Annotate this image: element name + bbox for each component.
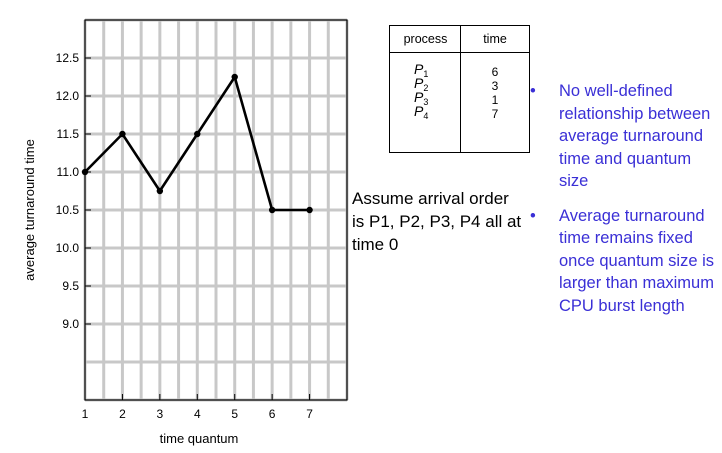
y-tick-label: 10.0 <box>56 241 80 255</box>
table-row-process: P3 <box>414 89 429 107</box>
y-tick-label: 9.5 <box>62 279 79 293</box>
x-tick-label: 7 <box>306 407 313 421</box>
observation-bullets: • No well-defined relationship between a… <box>530 80 720 329</box>
bullet-icon: • <box>530 82 536 100</box>
bullet-item: • Average turnaround time remains fixed … <box>530 205 720 318</box>
process-column-header: process <box>403 32 448 46</box>
arrival-order-note: Assume arrival order is P1, P2, P3, P4 a… <box>352 189 522 254</box>
x-tick-label: 6 <box>269 407 276 421</box>
data-point <box>268 206 276 214</box>
data-point <box>306 206 313 214</box>
process-name-column: P1 P2 P3 P4 <box>414 61 429 121</box>
x-tick-label: 1 <box>82 407 89 421</box>
table-row-process: P2 <box>414 75 429 93</box>
y-axis-ticks: 9.0 9.5 10.0 10.5 11.0 11.5 12.0 12.5 <box>56 51 91 331</box>
y-tick-label: 11.5 <box>57 127 80 141</box>
process-table-header: process time <box>390 26 529 53</box>
time-column-header: time <box>483 32 507 46</box>
x-tick-label: 5 <box>231 407 238 421</box>
data-point <box>194 130 201 138</box>
x-axis-label: time quantum <box>160 431 239 446</box>
x-tick-label: 3 <box>157 407 164 421</box>
series-layer <box>81 73 313 214</box>
data-point <box>81 168 89 176</box>
process-table: process time P1 P2 P3 P4 6 3 1 7 <box>389 25 530 153</box>
data-point <box>231 73 238 81</box>
y-tick-label: 11.0 <box>57 165 80 179</box>
table-row-time: 1 <box>491 93 499 107</box>
x-tick-label: 4 <box>194 407 201 421</box>
table-row-process: P1 <box>414 61 429 79</box>
bullet-item: • No well-defined relationship between a… <box>530 80 720 193</box>
y-tick-label: 12.0 <box>56 89 80 103</box>
table-column-divider <box>460 26 461 152</box>
bullet-icon: • <box>530 206 536 225</box>
y-tick-label: 10.5 <box>56 203 80 217</box>
x-axis-ticks: 1 2 3 4 5 6 7 <box>82 394 313 421</box>
data-point <box>119 130 126 138</box>
table-row-time: 3 <box>491 79 499 93</box>
y-axis-label: average turnaround time <box>22 139 37 281</box>
bullet-text: No well-defined relationship between ave… <box>559 82 711 190</box>
x-tick-label: 2 <box>119 407 126 421</box>
table-row-time: 6 <box>491 65 499 79</box>
bullet-text: Average turnaround time remains fixed on… <box>559 206 715 315</box>
y-tick-label: 9.0 <box>62 317 79 331</box>
burst-time-column: 6 3 1 7 <box>466 65 524 121</box>
data-point <box>156 187 164 195</box>
table-row-process: P4 <box>414 103 429 121</box>
table-row-time: 7 <box>491 107 499 121</box>
y-tick-label: 12.5 <box>56 51 80 65</box>
